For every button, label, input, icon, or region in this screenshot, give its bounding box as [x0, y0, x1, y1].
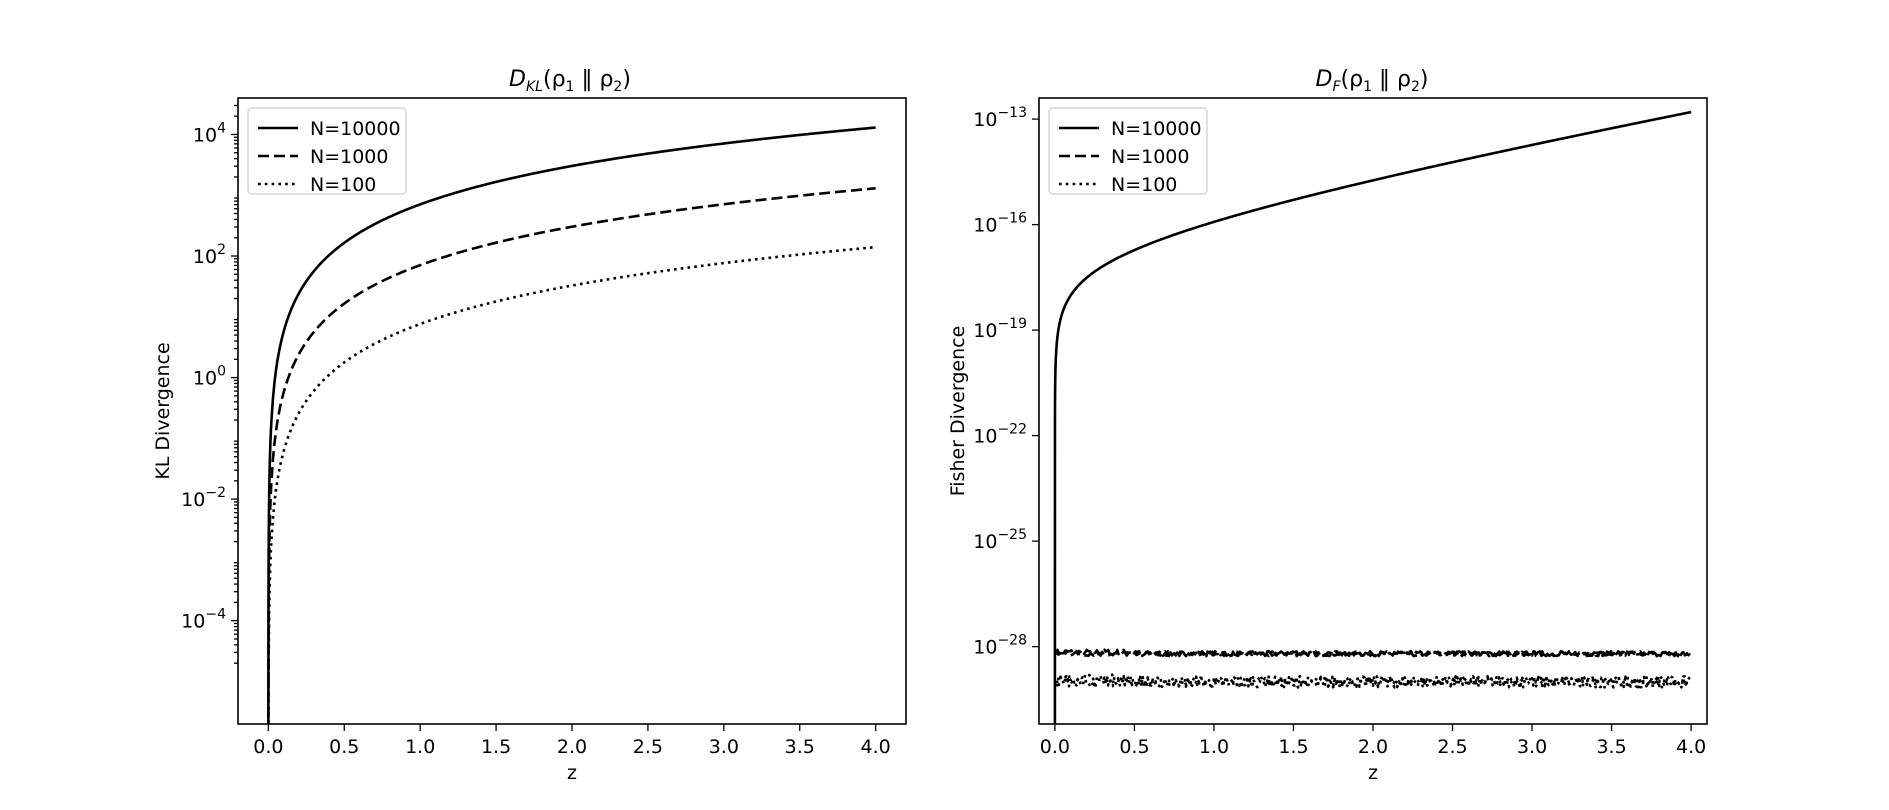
x-tick-label: 2.0 — [557, 736, 587, 758]
series-line-n-10000 — [267, 126, 876, 724]
legend: N=10000 N=1000 N=100 — [247, 107, 407, 196]
y-tick-label: 10−19 — [973, 316, 1027, 342]
x-tick-label: 2.0 — [1358, 736, 1388, 758]
x-tick-label: 3.0 — [1517, 736, 1547, 758]
kl-plot-area — [267, 126, 876, 724]
fisher-panel-title: DF(ρ1 ‖ ρ2) — [1316, 67, 1429, 95]
x-tick-label: 1.0 — [405, 736, 435, 758]
y-tick-label: 100 — [193, 364, 226, 390]
fisher-y-axis-label: Fisher Divergence — [947, 326, 969, 497]
legend-label: N=1000 — [1111, 146, 1190, 168]
legend-label: N=1000 — [310, 146, 389, 168]
y-tick-label: 10−4 — [181, 607, 226, 633]
series-noise-n-100 — [1055, 673, 1692, 689]
y-tick-label: 104 — [193, 120, 226, 146]
series-line-n-10000 — [1053, 110, 1692, 724]
y-tick-label: 10−16 — [973, 211, 1027, 237]
y-tick-label: 10−25 — [973, 527, 1027, 553]
x-tick-label: 1.5 — [481, 736, 511, 758]
legend-label: N=100 — [1111, 174, 1177, 196]
x-tick-label: 0.5 — [1119, 736, 1149, 758]
series-line-n-1000 — [267, 187, 876, 724]
x-tick-label: 1.0 — [1199, 736, 1229, 758]
kl-divergence-panel: DKL(ρ1 ‖ ρ2) z KL Divergence 0.0 0.5 1.0 1.… — [152, 67, 907, 784]
legend-frame — [247, 107, 407, 195]
x-tick-label: 2.5 — [633, 736, 663, 758]
y-tick-label: 10−2 — [181, 485, 226, 511]
x-tick-label: 3.5 — [785, 736, 815, 758]
legend-frame — [1048, 107, 1208, 195]
kl-panel-title: DKL(ρ1 ‖ ρ2) — [509, 67, 631, 95]
legend-label: N=10000 — [1111, 118, 1202, 140]
legend-label: N=100 — [310, 174, 376, 196]
x-tick-label: 2.5 — [1437, 736, 1467, 758]
x-tick-label: 4.0 — [861, 736, 891, 758]
fisher-x-axis-label: z — [1368, 762, 1378, 784]
series-noise-n-1000 — [1054, 648, 1692, 658]
y-tick-label: 10−28 — [973, 633, 1027, 659]
legend: N=10000 N=1000 N=100 — [1048, 107, 1208, 196]
x-tick-label: 1.5 — [1278, 736, 1308, 758]
series-line-n-100 — [267, 245, 876, 724]
series-line-jitter — [1056, 649, 1692, 658]
kl-x-axis-label: z — [567, 762, 577, 784]
legend-label: N=10000 — [310, 118, 401, 140]
fisher-divergence-panel: DF(ρ1 ‖ ρ2) z Fisher Divergence 0.0 0.5 1.… — [947, 67, 1708, 784]
kl-y-axis-label: KL Divergence — [152, 342, 174, 479]
series-line-jitter — [1055, 674, 1692, 689]
y-tick-label: 10−13 — [973, 105, 1027, 131]
y-tick-label: 10−22 — [973, 422, 1027, 448]
x-tick-label: 0.0 — [253, 736, 283, 758]
x-tick-label: 3.5 — [1596, 736, 1626, 758]
x-tick-label: 0.0 — [1040, 736, 1070, 758]
x-tick-label: 4.0 — [1676, 736, 1706, 758]
y-tick-label: 102 — [193, 242, 226, 268]
x-tick-label: 0.5 — [329, 736, 359, 758]
fisher-plot-area — [1053, 110, 1692, 724]
x-tick-label: 3.0 — [709, 736, 739, 758]
